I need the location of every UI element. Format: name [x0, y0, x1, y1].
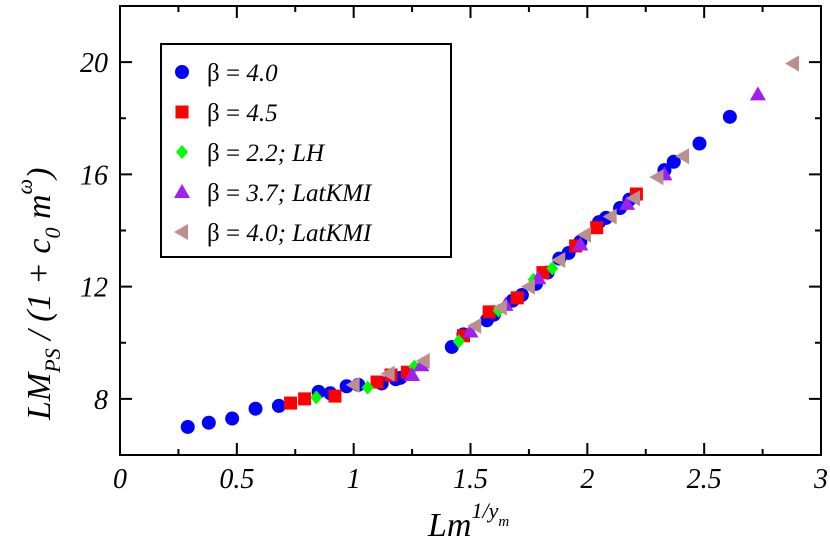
- data-point: [452, 334, 465, 349]
- data-point: [482, 305, 496, 319]
- data-point: [576, 226, 591, 243]
- legend-label: β = 4.0; LatKMI: [207, 220, 373, 247]
- data-point: [310, 390, 323, 405]
- legend-marker: [175, 65, 189, 79]
- data-point: [551, 251, 566, 268]
- data-point: [546, 261, 559, 276]
- legend-label: β = 3.7; LatKMI: [207, 180, 373, 207]
- x-tick-label: 1: [347, 464, 361, 495]
- data-point: [784, 55, 799, 72]
- data-point: [666, 154, 681, 169]
- data-point: [380, 365, 395, 382]
- data-point: [492, 299, 507, 316]
- legend-marker: [174, 184, 190, 198]
- legend-label: β = 4.5: [207, 100, 278, 127]
- data-point: [248, 401, 263, 416]
- data-point: [626, 190, 641, 207]
- data-point: [225, 411, 240, 426]
- data-point: [328, 389, 342, 403]
- data-point: [467, 317, 482, 334]
- data-point: [404, 367, 421, 382]
- legend-marker: [174, 224, 188, 240]
- x-tick-label: 0.5: [219, 464, 254, 495]
- y-tick-label: 8: [94, 385, 108, 416]
- data-point: [649, 169, 664, 186]
- data-point: [370, 375, 384, 389]
- legend-marker: [176, 145, 188, 159]
- data-point: [572, 236, 589, 251]
- data-point: [590, 221, 604, 235]
- data-point: [271, 398, 286, 413]
- x-axis-label: Lm1/ym: [427, 498, 509, 544]
- data-layer: [180, 55, 799, 434]
- data-point: [462, 323, 479, 338]
- legend-marker: [175, 105, 189, 119]
- legend-label: β = 2.2; LH: [207, 140, 326, 167]
- legend-box: [160, 43, 452, 258]
- y-tick-label: 12: [80, 273, 108, 304]
- data-point: [675, 148, 690, 165]
- data-point: [722, 109, 737, 124]
- y-axis-label: LMPS / (1 + c0 mω): [12, 168, 65, 421]
- data-point: [692, 136, 707, 151]
- plot-frame: [119, 5, 822, 456]
- data-point: [415, 352, 430, 369]
- x-tick-label: 0: [113, 464, 127, 495]
- x-tick-label: 1.5: [453, 464, 488, 495]
- data-point: [201, 415, 216, 430]
- y-tick-label: 20: [80, 48, 108, 79]
- data-point: [520, 278, 535, 295]
- axis-labels: 0 0.5 1 1.5 2 2.5 3 8 12 16 20 Lm1/ym LMPS / (1 + c0…: [12, 48, 828, 544]
- data-point: [361, 380, 374, 395]
- data-point: [749, 86, 766, 101]
- x-tick-label: 2: [580, 464, 594, 495]
- data-point: [602, 208, 617, 225]
- data-point: [284, 396, 298, 410]
- x-tick-label: 3: [813, 464, 828, 495]
- data-point: [180, 419, 195, 434]
- data-point: [345, 376, 360, 393]
- legend-label: β = 4.0: [207, 60, 278, 87]
- series-5: [345, 55, 799, 393]
- data-point: [619, 195, 636, 210]
- legend: β = 4.0 β = 4.5 β = 2.2; LH β = 3.7; LatKMI…: [160, 43, 452, 258]
- x-tick-label: 2.5: [687, 464, 722, 495]
- data-point: [298, 392, 312, 406]
- y-tick-label: 16: [80, 160, 108, 191]
- data-point: [510, 291, 524, 305]
